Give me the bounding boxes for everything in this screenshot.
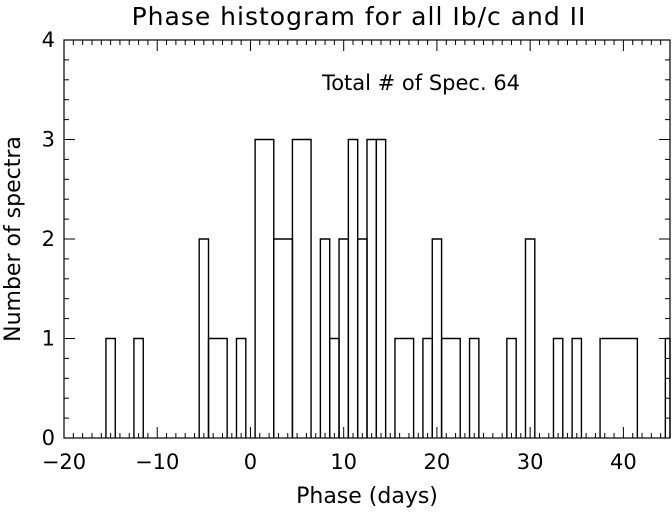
histogram-bars	[105, 138, 671, 438]
x-axis-ticks: −20 −10 0 10 20 30 40	[42, 40, 671, 474]
x-tick-label: 30	[517, 450, 544, 474]
x-tick-label: 0	[244, 450, 257, 474]
histogram-bin	[375, 138, 387, 438]
histogram-bin	[394, 337, 415, 438]
histogram-bin	[366, 138, 378, 438]
histogram-bin	[552, 337, 564, 438]
y-tick-label: 3	[42, 128, 55, 152]
y-tick-label: 0	[42, 426, 55, 450]
histogram-bin	[440, 337, 461, 438]
histogram-bin	[235, 337, 247, 438]
y-axis-ticks: 0 1 2 3 4	[42, 28, 670, 450]
histogram-bin	[431, 238, 443, 438]
y-tick-label: 2	[42, 227, 55, 251]
x-tick-label: −20	[42, 450, 86, 474]
histogram-bin	[273, 238, 294, 438]
y-tick-label: 4	[42, 28, 55, 52]
histogram-bin	[291, 138, 312, 438]
histogram-bin	[198, 238, 210, 438]
y-axis-label: Number of spectra	[1, 136, 26, 342]
histogram-bin	[356, 238, 368, 438]
histogram-bin	[524, 238, 536, 438]
histogram-bin	[105, 337, 116, 438]
chart-title: Phase histogram for all Ib/c and II	[132, 2, 587, 31]
y-tick-label: 1	[42, 327, 55, 351]
histogram-bin	[422, 337, 433, 438]
x-tick-label: 20	[424, 450, 451, 474]
histogram-bin	[207, 337, 228, 438]
x-axis-label: Phase (days)	[296, 484, 438, 509]
x-tick-label: −10	[135, 450, 179, 474]
histogram-bin	[133, 337, 144, 438]
total-spectra-annotation: Total # of Spec. 64	[321, 71, 520, 95]
histogram-bin	[468, 337, 480, 438]
histogram-bin	[571, 337, 583, 438]
histogram-bin	[254, 138, 275, 438]
histogram-bin	[664, 337, 671, 438]
histogram-bin	[329, 337, 340, 438]
x-tick-label: 10	[330, 450, 357, 474]
histogram-bin	[338, 238, 350, 438]
histogram-bin	[506, 337, 517, 438]
histogram-bin	[319, 238, 331, 438]
histogram-bin	[347, 138, 359, 438]
histogram-bin	[599, 337, 639, 438]
x-tick-label: 40	[610, 450, 637, 474]
